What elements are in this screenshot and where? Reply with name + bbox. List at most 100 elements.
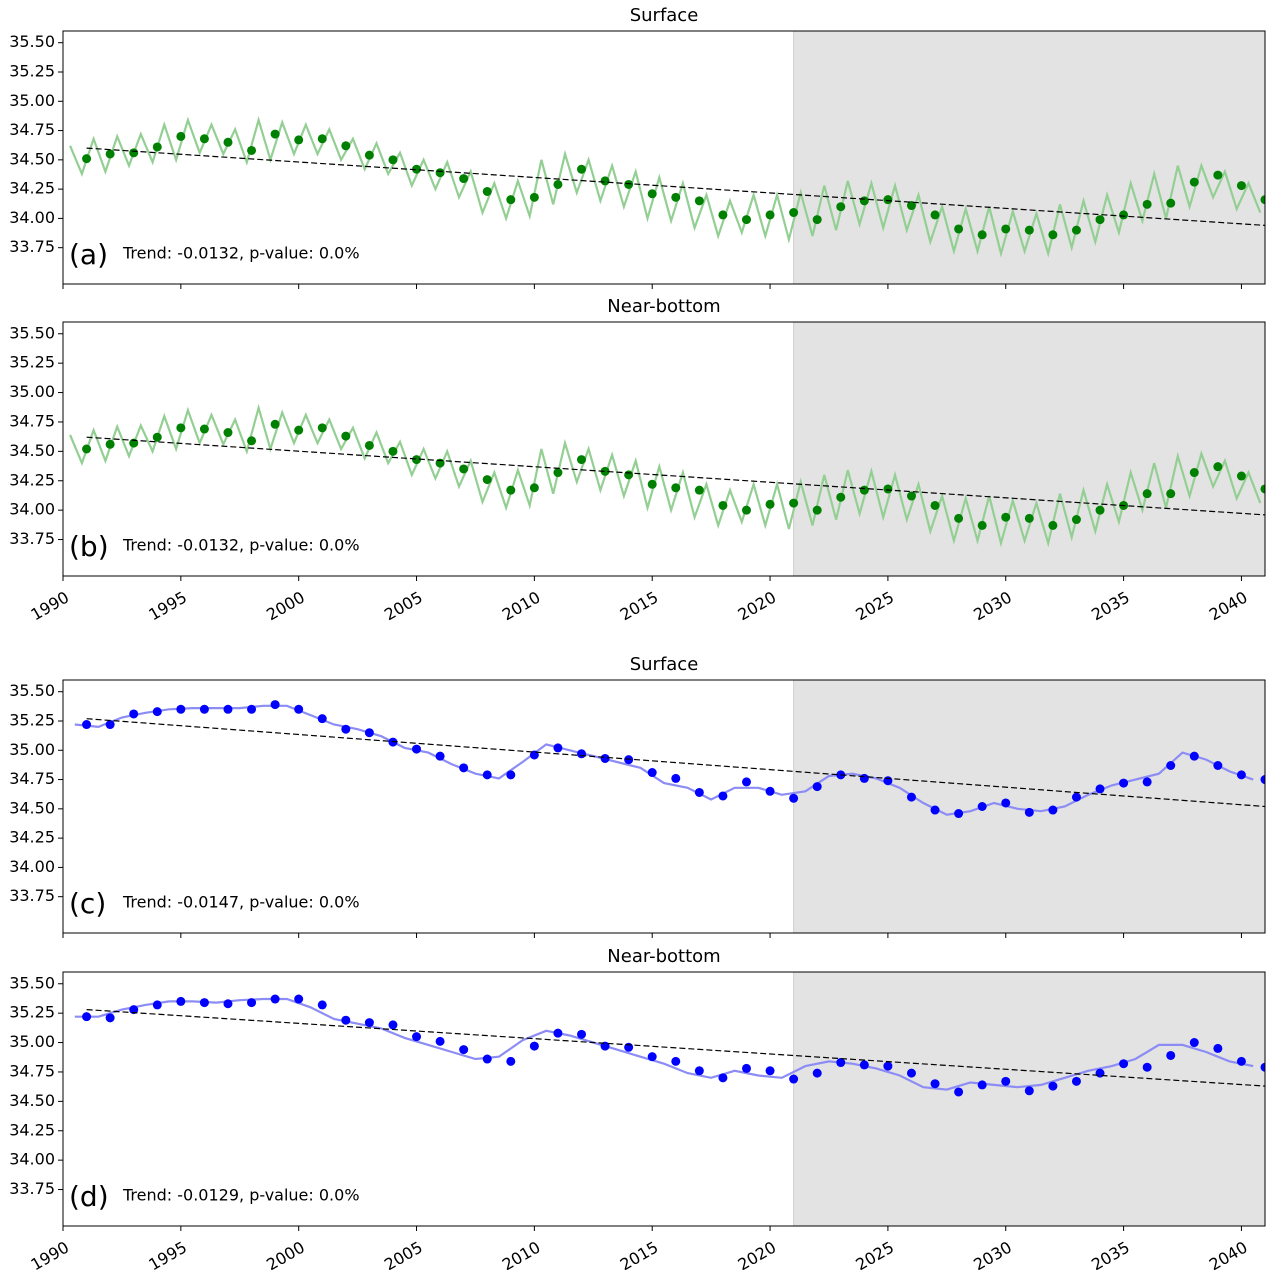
annual-point: [105, 149, 115, 159]
y-tick-label: 33.75: [9, 886, 55, 905]
annual-point: [506, 485, 516, 495]
annual-point: [1001, 798, 1011, 808]
y-tick-label: 34.50: [9, 149, 55, 168]
annual-point: [82, 154, 92, 164]
annual-point: [129, 148, 139, 158]
annual-point: [1048, 230, 1058, 240]
annual-point: [906, 201, 916, 211]
y-tick-label: 34.50: [9, 441, 55, 460]
annual-point: [317, 714, 327, 724]
annual-point: [82, 444, 92, 454]
annual-point: [1119, 210, 1129, 220]
annual-point: [718, 791, 728, 801]
annual-point: [1213, 761, 1223, 771]
annual-point: [176, 996, 186, 1006]
annual-point: [1236, 471, 1246, 481]
annual-point: [1189, 1038, 1199, 1048]
annual-point: [647, 189, 657, 199]
annual-point: [836, 202, 846, 212]
y-tick-label: 35.50: [9, 973, 55, 992]
annual-point: [954, 513, 964, 523]
annual-point: [1001, 1076, 1011, 1086]
annual-point: [1095, 215, 1105, 225]
x-tick-label: 2035: [1088, 588, 1133, 625]
annual-point: [1095, 784, 1105, 794]
annual-point: [435, 1036, 445, 1046]
y-tick-label: 35.50: [9, 681, 55, 700]
panel-title: Near-bottom: [607, 946, 720, 967]
annual-point: [1166, 1050, 1176, 1060]
annual-point: [388, 155, 398, 165]
axes-frame: [62, 30, 1266, 285]
annual-point: [954, 1087, 964, 1097]
annual-point: [1142, 1062, 1152, 1072]
annual-point: [176, 423, 186, 433]
y-tick-label: 34.25: [9, 470, 55, 489]
annual-point: [789, 498, 799, 508]
annual-point: [317, 1000, 327, 1010]
trend-annotation: Trend: -0.0129, p-value: 0.0%: [122, 1186, 360, 1205]
annual-point: [553, 743, 563, 753]
annual-point: [1071, 515, 1081, 525]
x-tick-label: 2015: [617, 1238, 662, 1270]
panel-title: Near-bottom: [607, 296, 720, 317]
annual-point: [577, 164, 587, 174]
annual-point: [529, 1041, 539, 1051]
annual-point: [364, 1018, 374, 1028]
annual-point: [1071, 792, 1081, 802]
annual-point: [647, 479, 657, 489]
annual-point: [270, 419, 280, 429]
panel-label: (c): [69, 887, 106, 920]
panel-label: (d): [69, 1180, 109, 1213]
annual-point: [294, 994, 304, 1004]
annual-point: [199, 134, 209, 144]
annual-point: [341, 141, 351, 151]
annual-point: [859, 485, 869, 495]
annual-point: [1260, 195, 1265, 205]
annual-point: [765, 499, 775, 509]
annual-point: [1236, 770, 1246, 780]
annual-point: [129, 1005, 139, 1015]
y-tick-label: 35.50: [9, 32, 55, 51]
annual-point: [1260, 1062, 1265, 1072]
future-shade: [793, 972, 1265, 1226]
annual-point: [176, 704, 186, 714]
y-tick-label: 34.75: [9, 120, 55, 139]
annual-point: [435, 751, 445, 761]
plot-area: [74, 972, 1265, 1226]
annual-point: [1048, 520, 1058, 530]
annual-point: [577, 455, 587, 465]
annual-point: [1142, 199, 1152, 209]
y-tick-label: 34.00: [9, 857, 55, 876]
annual-point: [600, 1041, 610, 1051]
annual-point: [152, 1000, 162, 1010]
annual-point: [1119, 778, 1129, 788]
annual-point: [1260, 484, 1265, 494]
annual-point: [883, 484, 893, 494]
annual-point: [129, 709, 139, 719]
annual-point: [600, 753, 610, 763]
x-tick-label: 1990: [27, 1238, 72, 1270]
x-tick-label: 2000: [263, 588, 308, 625]
y-tick-label: 34.00: [9, 500, 55, 519]
panel-label: (a): [69, 238, 108, 271]
annual-point: [294, 425, 304, 435]
annual-point: [1236, 181, 1246, 191]
annual-point: [718, 500, 728, 510]
y-tick-label: 35.00: [9, 91, 55, 110]
annual-point: [247, 704, 257, 714]
annual-point: [247, 145, 257, 155]
annual-point: [1189, 177, 1199, 187]
annual-point: [529, 483, 539, 493]
annual-point: [694, 1066, 704, 1076]
x-tick-label: 2030: [970, 588, 1015, 625]
annual-point: [412, 744, 422, 754]
annual-point: [977, 230, 987, 240]
y-tick-label: 35.00: [9, 382, 55, 401]
y-tick-label: 35.25: [9, 353, 55, 372]
annual-point: [930, 210, 940, 220]
y-tick-label: 34.25: [9, 1120, 55, 1139]
annual-point: [199, 424, 209, 434]
annual-point: [223, 999, 233, 1009]
